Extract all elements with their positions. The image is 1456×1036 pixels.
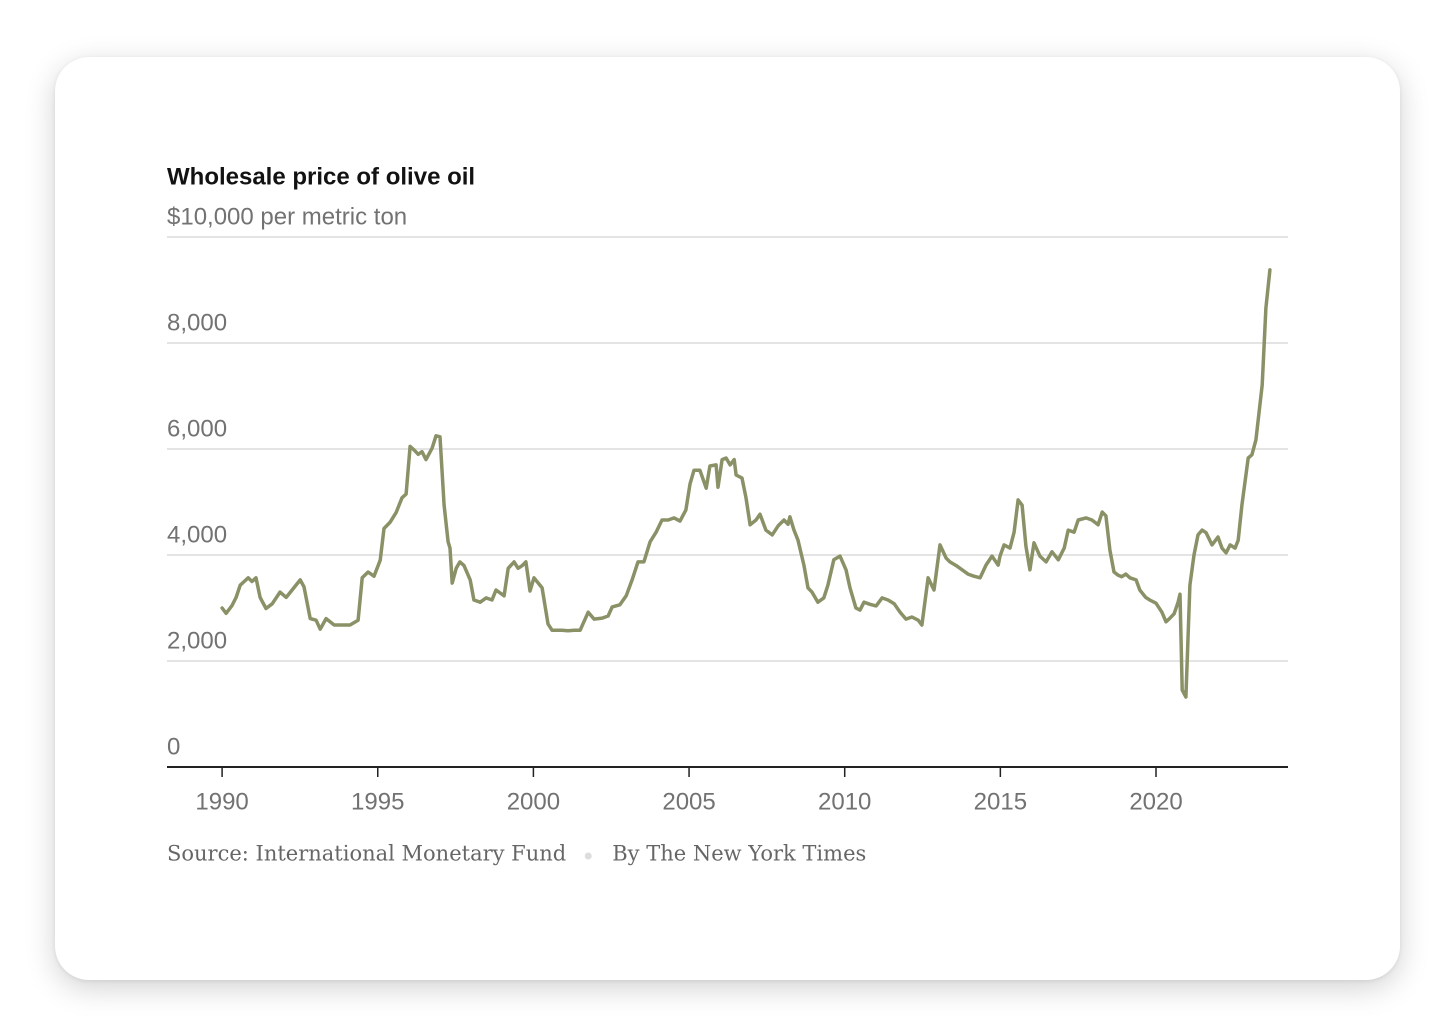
y-tick-label: $10,000 per metric ton	[167, 203, 407, 230]
y-tick-label: 2,000	[167, 627, 227, 654]
source: Source: International Monetary Fund	[167, 842, 566, 866]
x-tick-label: 2015	[974, 788, 1027, 815]
x-tick-label: 2020	[1129, 788, 1182, 815]
price-line	[220, 268, 1272, 699]
y-tick-label: 4,000	[167, 521, 227, 548]
x-tick-label: 2000	[507, 788, 560, 815]
chart-title: Wholesale price of olive oil	[167, 163, 475, 190]
x-tick-label: 2005	[662, 788, 715, 815]
separator	[584, 852, 592, 860]
card	[55, 57, 1400, 980]
x-tick-label: 1995	[351, 788, 404, 815]
x-tick-label: 2010	[818, 788, 871, 815]
y-tick-label: 0	[167, 733, 180, 760]
credit: By The New York Times	[612, 842, 866, 866]
y-tick-label: 6,000	[167, 415, 227, 442]
x-tick-label: 1990	[195, 788, 248, 815]
y-tick-label: 8,000	[167, 309, 227, 336]
